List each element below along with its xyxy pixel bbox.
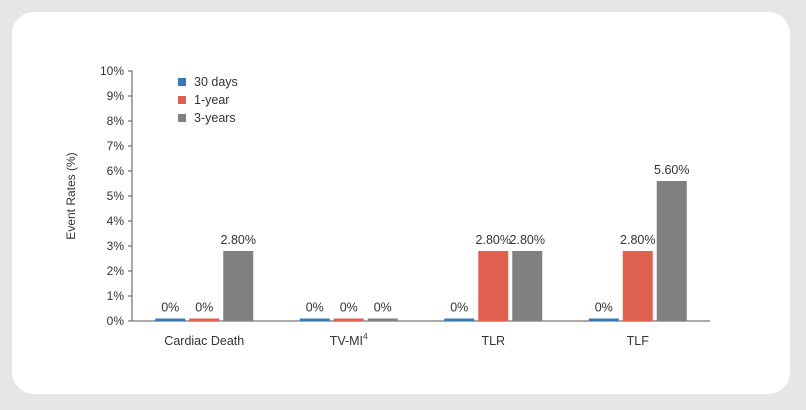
y-tick-label: 6% bbox=[107, 164, 125, 178]
y-tick-label: 5% bbox=[107, 189, 125, 203]
data-label: 2.80% bbox=[510, 233, 545, 247]
bar bbox=[299, 318, 330, 321]
x-tick-label: TV-MI4 bbox=[330, 331, 368, 348]
y-tick-label: 7% bbox=[107, 139, 125, 153]
bar bbox=[367, 318, 398, 321]
y-tick-label: 10% bbox=[100, 64, 124, 78]
legend-label: 3-years bbox=[194, 111, 236, 125]
y-tick-label: 8% bbox=[107, 114, 125, 128]
data-label: 5.60% bbox=[654, 163, 689, 177]
bar bbox=[189, 318, 220, 321]
y-tick-label: 0% bbox=[107, 314, 125, 328]
x-tick-label: TLF bbox=[627, 334, 650, 348]
bar bbox=[622, 251, 653, 321]
data-label: 0% bbox=[195, 301, 213, 315]
data-label: 0% bbox=[161, 301, 179, 315]
bar bbox=[223, 251, 254, 321]
x-tick-label: Cardiac Death bbox=[164, 334, 244, 348]
x-tick-label: TLR bbox=[481, 334, 505, 348]
legend-swatch bbox=[178, 78, 186, 86]
bar bbox=[478, 251, 509, 321]
data-labels: 0% 0%2.80%0% 0% 0% 0%2.80%2.80%0%2.80%5.60% bbox=[161, 163, 689, 315]
y-tick-label: 1% bbox=[107, 289, 125, 303]
data-label: 0% bbox=[450, 301, 468, 315]
legend-label: 30 days bbox=[194, 75, 238, 89]
data-label: 0% bbox=[306, 301, 324, 315]
data-label: 2.80% bbox=[620, 233, 655, 247]
y-tick-label: 3% bbox=[107, 239, 125, 253]
legend-swatch bbox=[178, 96, 186, 104]
bar bbox=[155, 318, 186, 321]
data-label: 2.80% bbox=[476, 233, 511, 247]
data-label: 0% bbox=[340, 301, 358, 315]
bar bbox=[444, 318, 475, 321]
y-axis: 0% 1% 2% 3% 4% 5% 6% 7% 8% 9% 10% bbox=[100, 64, 133, 328]
y-axis-title: Event Rates (%) bbox=[64, 152, 78, 239]
legend-swatch bbox=[178, 114, 186, 122]
y-tick-label: 4% bbox=[107, 214, 125, 228]
bar bbox=[656, 181, 687, 321]
bar bbox=[512, 251, 543, 321]
bar bbox=[333, 318, 364, 321]
legend: 30 days 1-year 3-years bbox=[178, 75, 238, 125]
y-tick-label: 9% bbox=[107, 89, 125, 103]
data-label: 2.80% bbox=[221, 233, 256, 247]
data-label: 0% bbox=[595, 301, 613, 315]
bars bbox=[155, 181, 687, 321]
bar bbox=[588, 318, 619, 321]
x-axis: Cardiac Death TV-MI4 TLR TLF bbox=[132, 320, 710, 348]
data-label: 0% bbox=[374, 301, 392, 315]
legend-label: 1-year bbox=[194, 93, 229, 107]
y-tick-label: 2% bbox=[107, 264, 125, 278]
